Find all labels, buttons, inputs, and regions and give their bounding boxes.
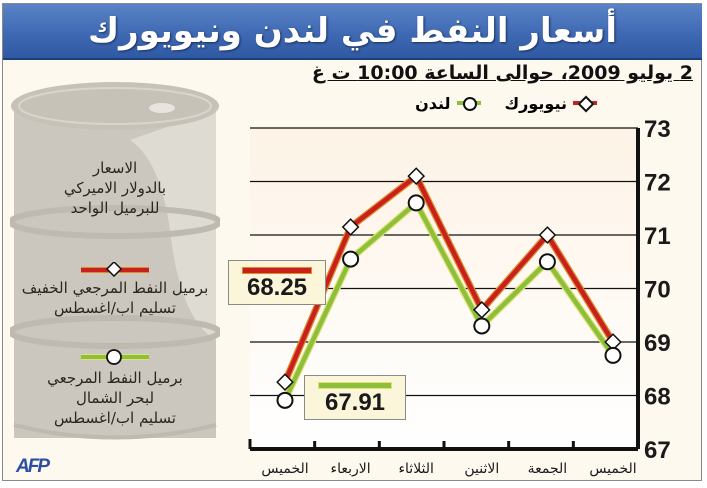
diamond-marker-icon <box>604 333 622 351</box>
units-description: الاسعار بالدولار الاميركي للبرميل الواحد <box>15 158 215 218</box>
ny-desc-line: تسليم اب/اغسطس <box>54 299 176 317</box>
legend-item-newyork: نيويورك <box>505 94 597 113</box>
ny-latest-value: 68.25 <box>246 274 308 301</box>
ny-description: برميل النفط المرجعي الخفيف تسليم اب/اغسط… <box>15 278 215 318</box>
legend-label: لندن <box>415 93 451 113</box>
units-line: للبرميل الواحد <box>70 199 160 217</box>
london-legend-swatch-icon <box>81 349 149 365</box>
chart-title: أسعار النفط في لندن ونيويورك <box>87 11 618 51</box>
title-bar: أسعار النفط في لندن ونيويورك <box>3 4 702 60</box>
y-tick-label: 72 <box>644 170 671 197</box>
circle-marker-icon <box>407 194 425 212</box>
x-tick-label: الخميس <box>261 461 308 477</box>
chart-subtitle: 2 يوليو 2009، حوالى الساعة 10:00 ت غ <box>311 62 693 84</box>
london-desc-line: تسليم اب/اغسطس <box>54 409 176 427</box>
x-tick-label: الخميس <box>589 461 636 477</box>
diamond-marker-icon <box>472 301 491 319</box>
circle-marker-icon <box>538 253 556 271</box>
diamond-marker-icon <box>276 373 294 391</box>
diamond-marker-icon <box>538 226 557 244</box>
london-desc-line: لبحر الشمال <box>75 389 155 407</box>
x-tick-label: الاربعاء <box>331 461 371 477</box>
legend-item-london: لندن <box>415 93 481 113</box>
circle-marker-icon <box>473 317 491 335</box>
circle-marker-icon <box>276 391 294 409</box>
series-line <box>282 172 615 384</box>
y-tick-label: 69 <box>644 330 671 357</box>
x-tick-label: الاثنين <box>464 461 499 477</box>
legend-label: نيويورك <box>504 93 567 113</box>
legend: نيويورك لندن <box>415 92 597 114</box>
y-tick-label: 68 <box>644 384 671 411</box>
london-latest-value-callout: 67.91 <box>304 375 406 420</box>
circle-marker-icon <box>456 96 481 111</box>
london-description: برميل النفط المرجعي لبحر الشمال تسليم اب… <box>15 368 215 428</box>
afp-logo: AFP <box>16 456 50 477</box>
ny-latest-value-callout: 68.25 <box>228 260 326 305</box>
diamond-marker-icon <box>341 218 360 236</box>
series-line <box>282 199 615 402</box>
diamond-marker-icon <box>407 167 426 185</box>
x-tick-label: الثلاثاء <box>398 461 433 477</box>
units-line: بالدولار الاميركي <box>63 179 167 197</box>
y-tick-label: 73 <box>644 116 671 143</box>
x-tick-label: الجمعة <box>528 461 568 477</box>
y-tick-label: 67 <box>644 437 671 464</box>
y-tick-label: 70 <box>644 277 671 304</box>
ny-desc-line: برميل النفط المرجعي الخفيف <box>21 279 209 297</box>
units-line: الاسعار <box>92 159 138 177</box>
circle-marker-icon <box>342 250 360 268</box>
london-latest-value: 67.91 <box>324 389 386 416</box>
london-desc-line: برميل النفط المرجعي <box>47 369 183 387</box>
circle-marker-icon <box>604 346 622 364</box>
diamond-marker-icon <box>573 95 597 113</box>
y-tick-label: 71 <box>644 223 671 250</box>
ny-legend-swatch-icon <box>81 262 149 278</box>
